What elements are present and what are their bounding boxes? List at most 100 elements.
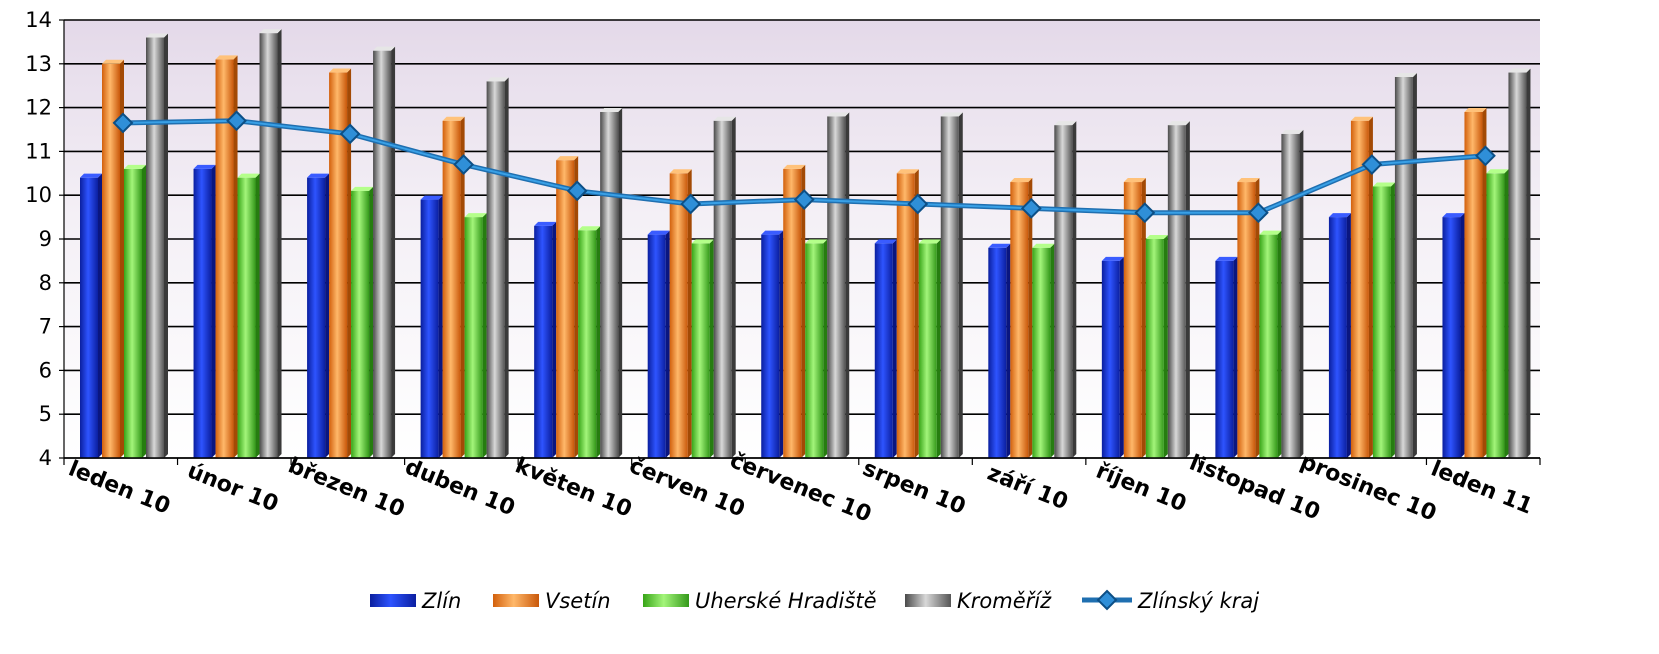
x-tick-label: únor 10 [184,458,282,517]
bar-side [1277,230,1282,458]
bar [1350,120,1369,459]
bar-side [1141,178,1146,458]
legend-label: Vsetín [545,589,611,613]
legend: Zlín Vsetín Uherské Hradiště Kroměříž Zlínsk… [370,589,1259,613]
bar-side [211,164,216,459]
bar-side [460,116,465,459]
bar-top [669,169,692,174]
legend-swatch [905,594,951,607]
bar-top [874,239,897,244]
bar [102,63,120,459]
line-marker [112,112,134,134]
bar [215,59,234,459]
bar-top [556,156,579,161]
y-axis: 4 5 6 7 8 9 10 11 12 13 14 [25,8,65,470]
bar-top [1167,121,1190,126]
bar [486,81,505,458]
y-tick-label: 9 [39,227,52,251]
bar-side [504,77,509,458]
line-marker [793,189,815,210]
bar [1167,125,1186,459]
bar-side [325,173,330,458]
legend-swatch [643,594,689,607]
bar-side [914,169,919,459]
bar [1394,76,1413,458]
bar-side [1255,178,1260,458]
y-tick-label: 12 [25,96,52,120]
bar-top [940,112,963,117]
bar-top [1123,178,1146,183]
x-tick-label: duben 10 [401,455,518,522]
bar-top [783,164,806,169]
line-marker [1361,154,1383,175]
line-marker [339,123,361,145]
bar [193,168,212,459]
bar-side [596,226,601,458]
bar-top [1010,178,1033,183]
bar [124,168,142,459]
line-marker [453,154,475,175]
bar-top [988,243,1011,248]
bar-side [845,112,850,459]
bar [534,225,553,458]
bar-top [691,239,714,244]
bar [1281,133,1300,458]
bar-top [464,213,487,218]
y-tick-label: 5 [39,402,52,426]
bar [1032,247,1051,458]
bar [1372,186,1391,458]
line-marker [680,193,702,215]
bar [988,247,1007,458]
bar-side [1504,169,1509,459]
bar-top [215,55,238,60]
bar [146,37,164,459]
bars [80,29,1531,459]
bar [1486,173,1505,459]
x-tick-label: březen 10 [284,453,408,522]
bar-side [823,239,828,458]
bar-top [1372,182,1395,187]
bar-side [665,230,670,458]
bar [1508,72,1527,458]
bar-side [958,112,963,459]
bar-side [233,55,238,459]
bar-top [237,173,260,178]
bar-top [307,173,330,178]
bar-top [102,59,124,64]
bar-top [827,112,850,117]
bar [578,230,597,458]
legend-swatch [493,594,539,607]
legend-label: Zlín [421,589,461,613]
bar-side [391,46,396,458]
line-series [112,110,1496,224]
bar [1123,182,1142,458]
bar-top [351,186,374,191]
x-tick-label: leden 10 [65,456,174,519]
bar-top [805,239,828,244]
bar [918,243,937,458]
bar [373,50,392,458]
bar [713,120,732,459]
x-tick-label: leden 11 [1427,456,1536,519]
bar-side [1368,116,1373,459]
bar [1259,234,1278,458]
bar-side [1299,129,1304,458]
bar [940,116,959,459]
line-marker [226,110,247,132]
bar [420,199,439,458]
bar [1145,239,1164,458]
bar-side [801,164,806,459]
bar [691,243,710,458]
bar-side [936,239,941,458]
bar-side [98,173,102,458]
bar [647,234,666,458]
bar [556,160,575,458]
bar [1101,260,1120,458]
bar-top [1259,230,1282,235]
bar-top [1054,121,1077,126]
bar-top [146,33,168,38]
bar-top [918,239,941,244]
